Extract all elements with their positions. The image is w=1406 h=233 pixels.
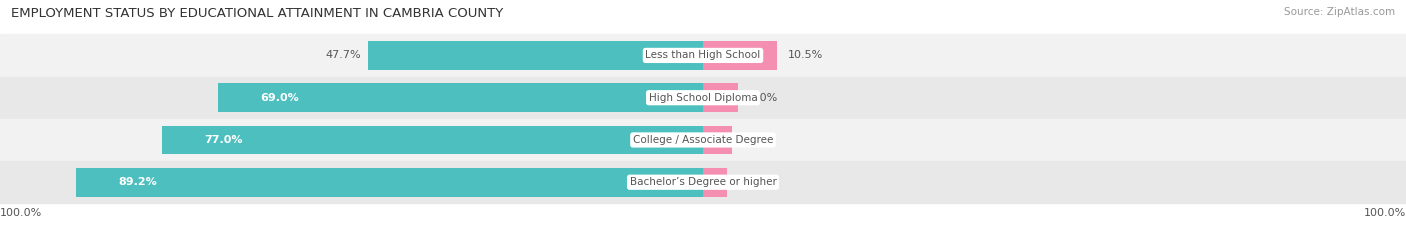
Text: 5.0%: 5.0% [749,93,778,103]
Bar [703,168,727,197]
Text: Bachelor’s Degree or higher: Bachelor’s Degree or higher [630,177,776,187]
Bar [703,83,738,112]
Bar [0,161,1406,203]
Text: 69.0%: 69.0% [260,93,299,103]
Text: 100.0%: 100.0% [1364,209,1406,218]
Text: 77.0%: 77.0% [204,135,242,145]
Text: College / Associate Degree: College / Associate Degree [633,135,773,145]
Text: EMPLOYMENT STATUS BY EDUCATIONAL ATTAINMENT IN CAMBRIA COUNTY: EMPLOYMENT STATUS BY EDUCATIONAL ATTAINM… [11,7,503,20]
Bar [368,41,703,70]
Text: 100.0%: 100.0% [0,209,42,218]
Bar [162,126,703,154]
Text: 47.7%: 47.7% [325,50,360,60]
Text: Less than High School: Less than High School [645,50,761,60]
Bar [0,119,1406,161]
Text: High School Diploma: High School Diploma [648,93,758,103]
Text: 3.4%: 3.4% [738,177,766,187]
Bar [703,41,778,70]
Text: 10.5%: 10.5% [787,50,823,60]
Text: Source: ZipAtlas.com: Source: ZipAtlas.com [1284,7,1395,17]
Bar [218,83,703,112]
Bar [0,77,1406,119]
Text: 89.2%: 89.2% [118,177,157,187]
Text: 4.1%: 4.1% [742,135,770,145]
Bar [76,168,703,197]
Bar [0,34,1406,77]
Bar [703,126,731,154]
